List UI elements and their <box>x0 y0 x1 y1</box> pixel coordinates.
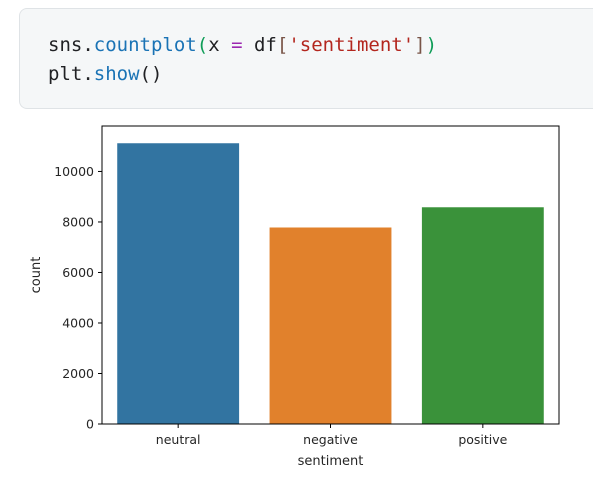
plot-frame <box>101 125 560 425</box>
code-token: . <box>82 63 94 85</box>
y-tick-label: 10000 <box>54 164 94 179</box>
code-token-paren: ) <box>425 34 438 56</box>
code-line-countplot: sns.countplot(x = df['sentiment']) <box>48 34 437 56</box>
code-cell[interactable]: sns.countplot(x = df['sentiment']) plt.s… <box>19 8 593 109</box>
bar-negative <box>269 227 392 424</box>
bar-positive <box>421 207 544 424</box>
y-axis-label: count <box>29 257 44 294</box>
x-axis-label: sentiment <box>298 454 364 469</box>
bar-neutral <box>117 143 240 424</box>
y-tick-label: 8000 <box>62 214 94 229</box>
code-token-bracket: [ <box>276 34 289 56</box>
code-token-operator: = <box>231 34 243 56</box>
code-token: df <box>242 34 277 56</box>
x-tick-label: positive <box>458 432 507 447</box>
y-tick-label: 2000 <box>62 366 94 381</box>
x-tick-label: negative <box>303 432 358 447</box>
code-token: sns <box>48 34 83 56</box>
code-token: () <box>139 63 163 85</box>
x-axis-ticks: neutral negative positive <box>156 424 508 447</box>
y-tick-label: 0 <box>86 417 94 432</box>
code-token-paren: ( <box>196 34 209 56</box>
code-line-show: plt.show() <box>48 63 162 85</box>
code-token: plt <box>48 63 83 85</box>
x-tick-label: neutral <box>156 432 201 447</box>
code-token-string: 'sentiment' <box>288 34 415 56</box>
code-token: x <box>208 34 232 56</box>
bars-group <box>117 143 544 424</box>
y-axis-ticks: 0 2000 4000 6000 8000 10000 <box>54 164 102 432</box>
code-token-function: countplot <box>93 34 197 56</box>
code-token: . <box>82 34 94 56</box>
y-tick-label: 4000 <box>62 315 94 330</box>
code-token-bracket: ] <box>414 34 426 56</box>
y-tick-label: 6000 <box>62 265 94 280</box>
code-token-function: show <box>93 63 140 85</box>
